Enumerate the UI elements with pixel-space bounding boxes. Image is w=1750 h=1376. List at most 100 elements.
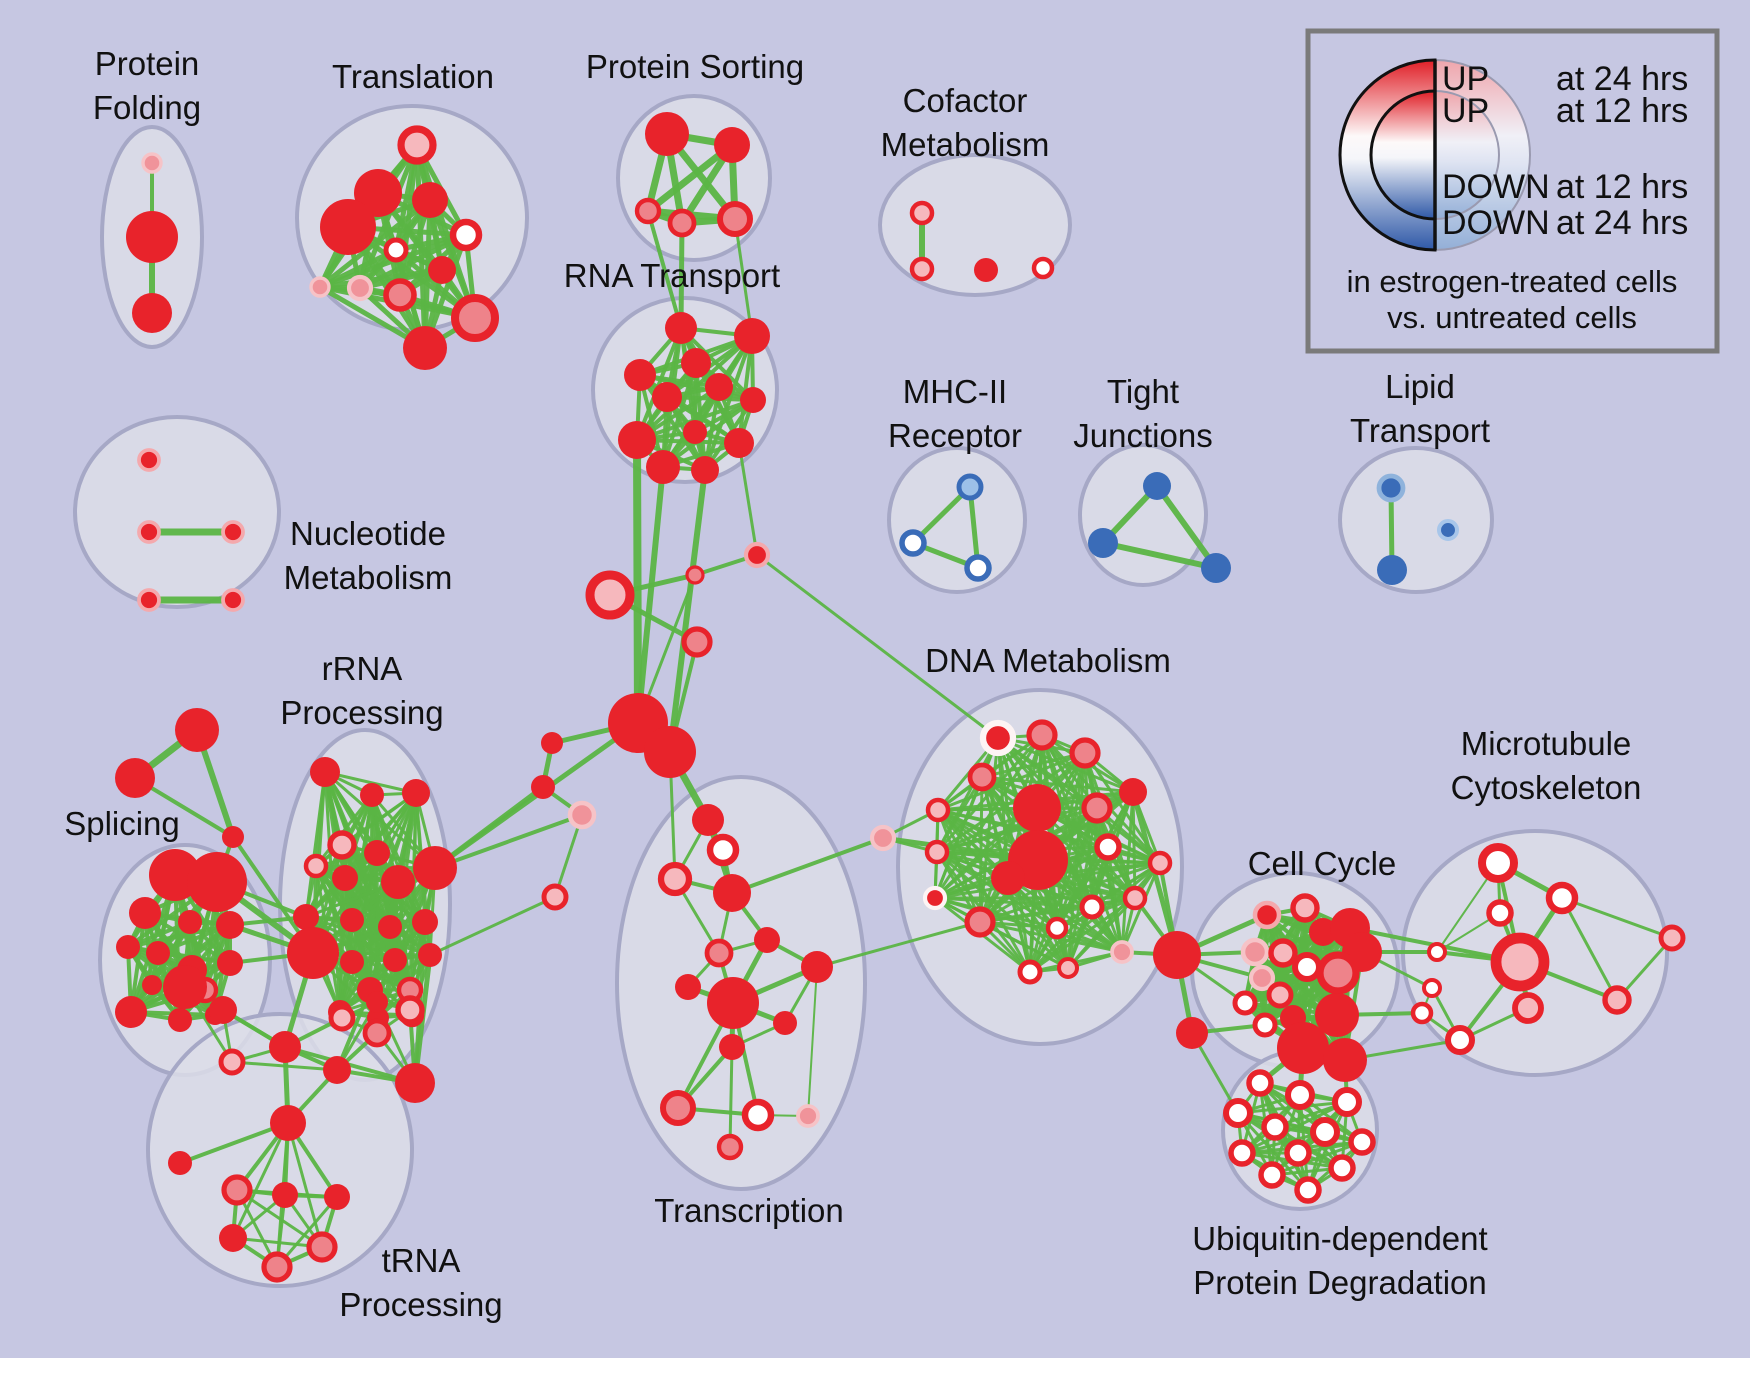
gene-node-nucleotide-metabolism-2 [221,520,245,544]
cluster-label-tight-junctions-line1: Tight [1107,373,1179,410]
gene-node-trna-processing-9 [366,991,388,1013]
edge [1100,540,1219,571]
gene-node-lipid-transport-2 [1436,518,1460,542]
gene-node-translation-9 [451,294,499,342]
gene-node-rna-transport-6 [740,387,766,413]
gene-node-microtubule-cytoskeleton-2 [1486,899,1514,927]
gene-node-rrna-processing-3 [327,830,357,860]
gene-node-hub-9 [541,883,569,911]
gene-node-protein-sorting-0 [645,112,689,156]
gene-node-ubiquitin-degradation-0 [1246,1069,1274,1097]
gene-node-cell-cycle-5 [1240,937,1270,967]
gene-node-cell-cycle-2 [1309,918,1337,946]
edge [807,966,818,1117]
gene-node-transcription-12 [741,1098,775,1132]
edge [667,467,708,755]
edge [317,247,399,290]
gene-node-cell-cycle-6 [1268,938,1298,968]
gene-node-dna-metabolism-0 [979,719,1017,757]
cluster-label-splicing-line1: Splicing [64,805,180,842]
cluster-label-protein-folding-line2: Folding [93,89,201,126]
cluster-label-rna-transport-line1: RNA Transport [564,257,780,294]
gene-node-cofactor-metabolism-2 [974,258,998,282]
edge [935,806,1099,854]
gene-node-free-triangle-1 [115,758,155,798]
edge [933,896,1094,909]
gene-node-free-triangle-2 [222,826,244,848]
gene-node-rrna-processing-16 [418,943,442,967]
cluster-ellipse-nucleotide-metabolism [73,415,281,609]
gene-node-hub-1 [644,726,696,778]
gene-node-nucleotide-metabolism-4 [221,588,245,612]
gene-node-dna-metabolism-10 [991,861,1025,895]
gene-node-dna-metabolism-18 [1110,940,1134,964]
gene-node-translation-11 [309,276,331,298]
gene-node-protein-sorting-3 [667,208,697,238]
edge [679,326,755,402]
legend-direction-3: DOWN [1442,204,1550,242]
gene-node-transcription-4 [754,927,780,953]
gene-node-free-triangle-0 [175,708,219,752]
gene-node-rrna-processing-4 [303,853,329,879]
network-nodes [115,112,1686,1283]
gene-node-rna-transport-11 [691,456,719,484]
gene-node-hub-4 [585,570,635,620]
gene-node-trna-processing-15 [219,1224,247,1252]
gene-node-nucleotide-metabolism-1 [137,520,161,544]
cluster-label-trna-processing-line2: Processing [339,1286,502,1323]
gene-node-splicing-4 [216,911,244,939]
gene-node-lipid-transport-0 [1376,473,1406,503]
edge [433,813,584,870]
cluster-label-microtubule-cytoskeleton-line1: Microtubule [1461,725,1632,762]
cluster-label-cell-cycle-line1: Cell Cycle [1248,845,1397,882]
gene-node-translation-6 [428,256,456,284]
cluster-label-ubiquitin-degradation-line1: Ubiquitin-dependent [1192,1220,1487,1257]
edge [235,1188,324,1249]
gene-node-cell-cycle-11 [1232,990,1258,1016]
edge [317,267,445,290]
gene-node-trna-processing-6 [328,1004,356,1032]
edge [980,751,1087,779]
gene-node-rrna-processing-10 [340,908,364,932]
gene-node-cell-cycle-14 [1315,993,1359,1037]
gene-node-dna-metabolism-15 [964,906,996,938]
gene-node-translation-2 [320,199,376,255]
cluster-label-lipid-transport-line2: Transport [1350,412,1490,449]
gene-node-dna-metabolism-21 [1153,931,1201,979]
cluster-label-lipid-transport-line1: Lipid [1385,368,1455,405]
edge [323,770,418,795]
gene-node-protein-folding-2 [132,293,172,333]
edge [978,905,1094,924]
gene-node-transcription-2 [657,861,693,897]
gene-node-rrna-processing-12 [412,909,438,935]
edge [733,217,754,338]
gene-node-dna-metabolism-20 [1056,956,1080,980]
gene-node-splicing-1 [187,852,247,912]
gene-node-rrna-processing-5 [332,865,358,891]
gene-node-splicing-5 [116,935,140,959]
gene-node-dna-metabolism-12 [1147,850,1173,876]
gene-node-ubiquitin-degradation-6 [1348,1128,1376,1156]
edge [730,836,885,895]
gene-node-dna-metabolism-19 [1017,959,1043,985]
gene-node-rna-transport-0 [665,312,697,344]
legend-node-glyph [1369,89,1437,221]
gene-node-splicing-3 [178,910,202,934]
gene-node-dna-metabolism-23 [1176,1017,1208,1049]
gene-node-microtubule-cytoskeleton-4 [1490,932,1550,992]
gene-node-hub-5 [681,626,713,658]
gene-node-nucleotide-metabolism-0 [137,448,161,472]
cluster-ellipse-mhc2-receptor [887,446,1027,594]
cluster-label-transcription-line1: Transcription [654,1192,844,1229]
gene-node-protein-sorting-4 [717,201,753,237]
cluster-label-trna-processing-line1: tRNA [382,1242,461,1279]
gene-node-rrna-processing-15 [383,948,407,972]
gene-node-rrna-processing-14 [340,950,364,974]
edge [304,770,327,919]
gene-node-dna-metabolism-2 [1069,737,1101,769]
gene-node-trna-processing-10 [270,1105,306,1141]
legend-footer-line1: in estrogen-treated cells [1347,264,1678,299]
edge [1560,896,1619,1002]
gene-node-tight-junctions-1 [1088,528,1118,558]
gene-node-translation-0 [397,125,437,165]
